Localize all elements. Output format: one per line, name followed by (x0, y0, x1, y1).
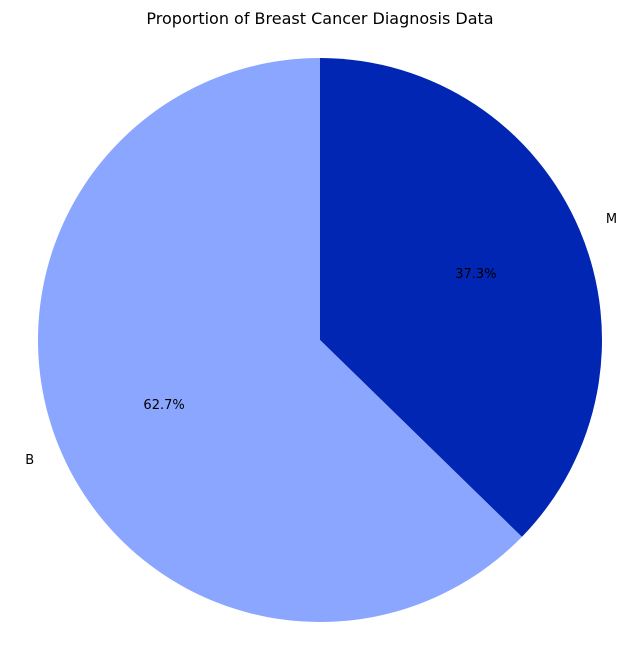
pie-slices (37, 58, 602, 623)
slice-percent-m: 37.3% (455, 267, 496, 282)
slice-label-m: M (606, 212, 617, 227)
slice-label-b: B (25, 453, 34, 468)
chart-title: Proportion of Breast Cancer Diagnosis Da… (146, 9, 493, 28)
pie-labels: M 37.3% B 62.7% (25, 212, 617, 468)
pie-slice-m (320, 58, 602, 537)
pie-slice-b (37, 58, 522, 623)
slice-percent-b: 62.7% (143, 398, 184, 413)
